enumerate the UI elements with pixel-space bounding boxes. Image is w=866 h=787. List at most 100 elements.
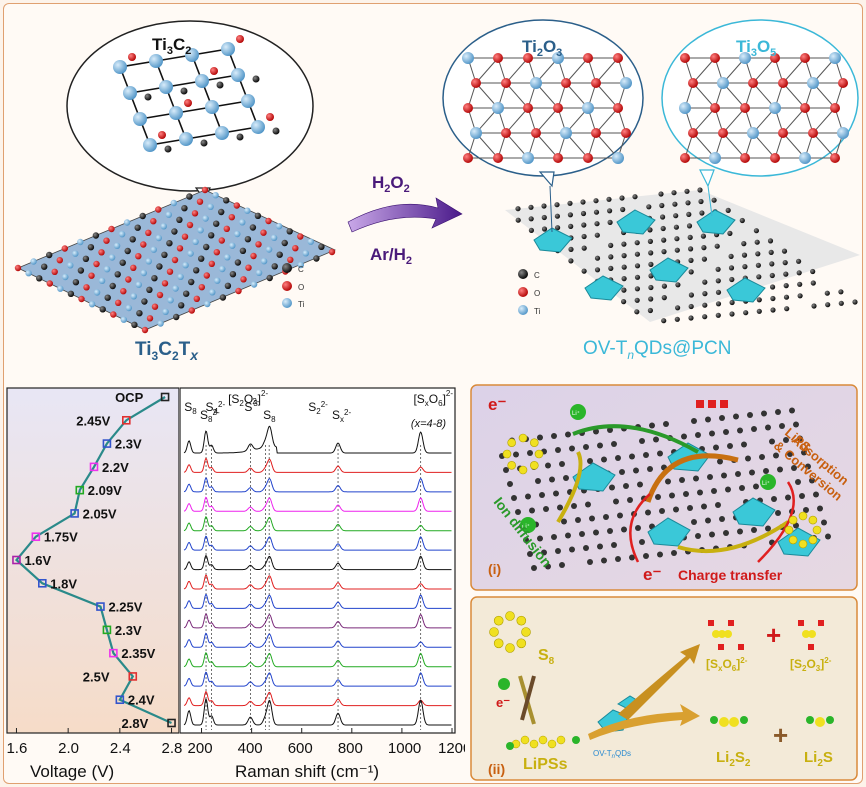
o-atom [523, 103, 533, 113]
carbon-atom [767, 238, 774, 244]
sheet-atom [157, 320, 164, 327]
carbon-atom [749, 469, 755, 476]
carbon-atom [639, 438, 645, 444]
ti-atom [195, 74, 209, 88]
sheet-atom [265, 246, 273, 253]
catalyst-label: OV-TnQDs [593, 749, 631, 760]
carbon-atom [742, 264, 748, 270]
sulfur-atom [812, 525, 822, 535]
quantum-dot [616, 209, 656, 235]
oxygen-atom [818, 620, 824, 626]
carbon-atom [701, 256, 708, 262]
carbon-atom [793, 421, 799, 428]
sheet-atom [110, 311, 117, 318]
carbon-atom [759, 454, 765, 460]
lithium-atom [506, 742, 514, 750]
carbon-atom [686, 223, 693, 229]
voltage-marker [89, 462, 99, 472]
carbon-atom [715, 502, 721, 508]
sheet-atom [250, 281, 258, 288]
sulfur-atom [518, 465, 528, 475]
carbon-atom [611, 441, 617, 447]
raman-spectrum-line [183, 496, 452, 512]
o-atom [778, 78, 788, 88]
carbon-atom [619, 469, 625, 475]
carbon-atom [621, 264, 627, 270]
sheet-atom [229, 271, 237, 278]
carbon-atom [684, 188, 690, 194]
sheet-atom [265, 217, 272, 225]
sheet-atom [99, 306, 106, 313]
carbon-atom [619, 195, 625, 201]
carbon-atom [725, 207, 731, 213]
sheet-atom [287, 256, 294, 263]
carbon-atom [643, 452, 649, 458]
lattice-bond [752, 57, 776, 84]
sheet-atom [82, 255, 90, 262]
c-atom [252, 75, 260, 83]
sheet-atom [181, 205, 188, 212]
ti-atom [612, 152, 624, 164]
carbon-atom [753, 228, 760, 234]
sheet-atom [307, 238, 314, 245]
ti-atom [709, 152, 721, 164]
carbon-atom [663, 421, 669, 427]
carbon-atom [557, 504, 563, 511]
sulfur-atom [529, 739, 539, 749]
o-atom [680, 53, 690, 63]
c-atom [144, 93, 152, 101]
carbon-atom [811, 303, 817, 309]
sulfur-atom [729, 717, 739, 727]
sheet-atom [46, 280, 53, 287]
carbon-atom [575, 517, 581, 523]
raman-tick-label: 400 [238, 740, 263, 757]
li2s-molecule-icon [806, 716, 834, 727]
sheet-atom [113, 242, 121, 249]
sxo6-molecule-icon [708, 620, 744, 650]
carbon-atom [515, 217, 521, 223]
carbon-atom [685, 200, 691, 206]
carbon-atom [555, 548, 561, 554]
carbon-atom [647, 238, 654, 244]
carbon-atom [545, 462, 551, 469]
ti-atom [522, 152, 534, 164]
electron-label-bottom: e⁻ [643, 565, 661, 584]
sheet-atom [134, 224, 141, 231]
carbon-atom [615, 556, 621, 562]
carbon-atom [568, 258, 574, 264]
lattice-bond [782, 57, 806, 84]
raman-tick-label: 200 [188, 740, 213, 757]
sheet-atom [281, 239, 288, 247]
lattice-bond [692, 57, 716, 84]
legend2-o-label: O [534, 289, 540, 298]
sheet-atom [108, 225, 115, 233]
sheet-atom [198, 284, 205, 291]
sheet-atom [249, 224, 257, 231]
carbon-atom [688, 292, 695, 298]
carbon-atom [551, 534, 557, 540]
ti-atom [149, 54, 163, 68]
ti-atom [739, 52, 751, 64]
carbon-atom [507, 481, 513, 487]
catalyst-arrow-bottom [588, 704, 700, 740]
raman-tick-label: 800 [338, 740, 363, 757]
carbon-atom [528, 216, 534, 222]
carbon-atom [659, 508, 665, 514]
o-atom [830, 153, 840, 163]
carbon-atom [535, 478, 541, 484]
carbon-atom [789, 407, 795, 414]
o-atom [493, 153, 503, 163]
sheet-atom [178, 302, 185, 309]
carbon-atom [606, 196, 612, 202]
sulfur-atom [808, 515, 818, 525]
sheet-atom [109, 282, 116, 290]
sheet-atom [197, 227, 204, 234]
voltage-point-label: 2.05V [83, 506, 117, 521]
sheet-atom [244, 236, 252, 243]
carbon-atom [702, 314, 708, 320]
carbon-atom [783, 271, 789, 277]
carbon-atom [711, 488, 717, 494]
ti-atom [552, 52, 564, 64]
carbon-atom [795, 479, 801, 485]
carbon-atom [559, 461, 565, 467]
